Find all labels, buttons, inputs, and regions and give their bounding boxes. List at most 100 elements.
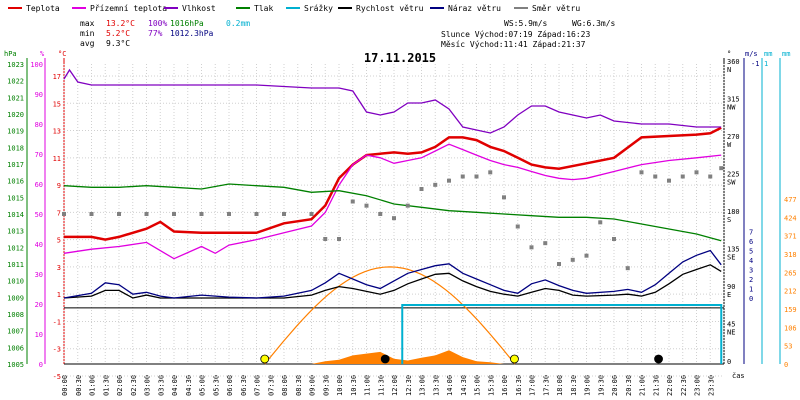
sunset-marker — [510, 354, 519, 364]
wind-dir-point — [309, 212, 314, 216]
wind-dir-point — [254, 212, 259, 216]
x-tick-label: 09:00 — [309, 375, 317, 396]
wind-dir-point — [474, 174, 479, 179]
x-tick-label: 03:00 — [144, 375, 152, 396]
press-tick: 1013 — [7, 228, 24, 236]
hum-unit: % — [40, 50, 45, 58]
x-tick-label: 08:00 — [281, 375, 289, 396]
x-tick-label: 05:00 — [199, 375, 207, 396]
wind-unit: m/s — [745, 50, 758, 58]
wind-dir-point — [570, 257, 575, 262]
x-tick-label: 16:00 — [501, 375, 509, 396]
dir-tick: 315 — [727, 96, 740, 104]
press-tick: 1011 — [7, 261, 24, 269]
hum-tick: 60 — [35, 181, 43, 189]
x-tick-label: 04:00 — [171, 375, 179, 396]
wind-dir-point — [694, 170, 699, 175]
temp-tick: -3 — [53, 346, 61, 354]
x-tick-label: 18:30 — [570, 375, 578, 396]
hum-tick: 90 — [35, 91, 43, 99]
wind-dir-point — [419, 187, 424, 191]
dir-label: NE — [727, 329, 735, 337]
press-tick: 1012 — [7, 244, 24, 252]
press-tick: 1016 — [7, 178, 24, 186]
dir-label: SW — [727, 179, 736, 187]
wind-dir-point — [117, 212, 121, 216]
wind-dir-point — [433, 182, 438, 187]
legend-label: Vlhkost — [182, 4, 216, 13]
x-tick-label: 07:30 — [267, 375, 275, 396]
x-tick-label: 02:30 — [130, 375, 138, 396]
x-tick-label: 15:00 — [474, 375, 482, 396]
x-tick-label: 09:30 — [322, 375, 330, 396]
press-tick: 1008 — [7, 311, 24, 319]
series-line — [64, 126, 722, 241]
rain-tick: 318 — [784, 251, 797, 259]
wind-dir-point — [392, 216, 396, 221]
wind-dir-point — [529, 245, 534, 250]
x-tick-label: 20:00 — [611, 375, 619, 396]
wind-dir-point — [172, 212, 176, 216]
x-tick-label: 00:00 — [61, 375, 69, 396]
rain-tick: 53 — [784, 343, 792, 351]
series-line — [63, 183, 722, 242]
legend-label: Srážky — [304, 4, 333, 13]
dir-tick: 225 — [727, 171, 740, 179]
press-tick: 1022 — [7, 78, 24, 86]
x-tick-label: 22:30 — [680, 375, 688, 396]
wind-dir-point — [598, 220, 603, 225]
wind-dir-point — [515, 224, 520, 229]
temp-tick: 9 — [57, 182, 61, 190]
wind-dir-point — [584, 253, 589, 258]
wind-dir-point — [460, 174, 465, 179]
rain-tick: 477 — [784, 196, 797, 204]
wind-dir-point — [337, 237, 341, 241]
x-tick-label: 12:30 — [405, 375, 413, 396]
wind-tick: 7 — [749, 229, 753, 237]
temp-tick: 15 — [53, 100, 61, 108]
x-tick-label: 20:30 — [625, 375, 633, 396]
legend-label: Směr větru — [532, 4, 580, 13]
series-line — [63, 249, 722, 299]
dir-label: W — [727, 141, 732, 149]
dir-label: E — [727, 291, 731, 299]
sun-curve — [264, 266, 516, 365]
x-tick-label: 08:30 — [295, 375, 303, 396]
series-line — [63, 68, 722, 134]
x-tick-label: 21:00 — [639, 375, 647, 396]
wind-dir-point — [364, 203, 369, 208]
stat-max-hum: 100% — [148, 19, 167, 28]
stat-max-rain: 0.2mm — [226, 19, 250, 28]
press-tick: 1007 — [7, 328, 24, 336]
rain-tick: 106 — [784, 324, 797, 332]
info-wg: WG:6.3m/s — [572, 19, 616, 28]
press-tick: 1019 — [7, 128, 24, 136]
plot-area — [62, 68, 724, 365]
dir-label: S — [727, 216, 731, 224]
hum-tick: 100 — [30, 61, 43, 69]
wind-tick: 6 — [749, 238, 753, 246]
wind-dir-point — [447, 178, 451, 183]
legend-label: Rychlost větru — [356, 4, 424, 13]
press-tick: 1014 — [7, 211, 24, 219]
wind-dir-point — [667, 178, 671, 183]
wind-dir-point — [625, 266, 630, 271]
temp-tick: -1 — [53, 318, 61, 326]
rain-line — [401, 304, 723, 364]
x-tick-label: 18:00 — [556, 375, 564, 396]
wind-dir-point — [62, 212, 66, 216]
wind-dir-point — [350, 199, 355, 204]
wind-tick: 1 — [749, 286, 753, 294]
temp-tick: 13 — [53, 128, 61, 136]
wind-tick: 2 — [749, 276, 753, 284]
temp-tick: 7 — [57, 209, 61, 217]
legend-label: Tlak — [254, 4, 273, 13]
rain-tick: 371 — [784, 233, 797, 241]
stat-avg-temp: 9.3°C — [106, 39, 130, 48]
x-tick-label: 05:30 — [212, 375, 220, 396]
press-unit: hPa — [4, 50, 17, 58]
x-tick-label: 03:30 — [157, 375, 165, 396]
wind-tick: 0 — [749, 295, 753, 303]
stat-min-label: min — [80, 29, 95, 38]
series-line — [63, 143, 722, 260]
